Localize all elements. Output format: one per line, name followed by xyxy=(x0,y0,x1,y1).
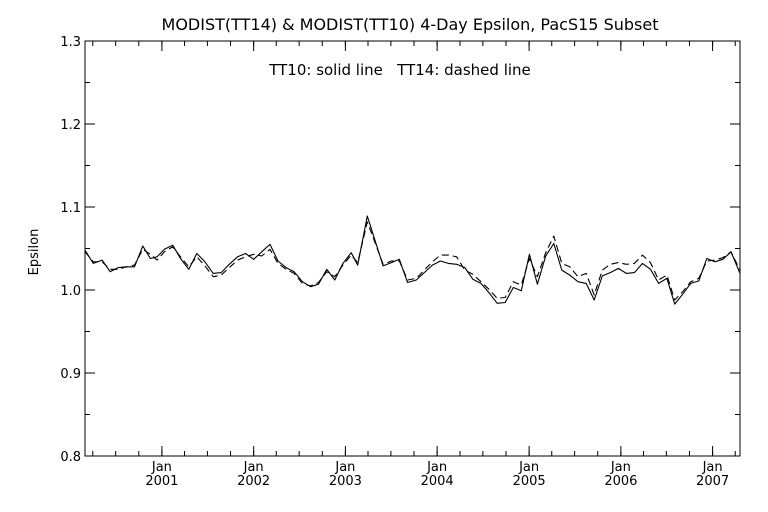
y-axis-label: Epsilon xyxy=(27,229,42,276)
y-tick-label: 1.0 xyxy=(60,284,81,299)
y-tick-label: 1.1 xyxy=(60,201,81,216)
x-tick-month: Jan xyxy=(518,460,539,475)
y-tick-label: 1.2 xyxy=(60,118,81,133)
x-axis-ticks: Jan2001Jan2002Jan2003Jan2004Jan2005Jan20… xyxy=(92,41,736,489)
y-tick-label: 0.8 xyxy=(60,450,81,465)
data-series xyxy=(84,215,741,305)
x-tick-year: 2005 xyxy=(513,474,546,489)
series-line-dashed xyxy=(84,221,741,301)
x-tick-year: 2007 xyxy=(696,474,729,489)
x-tick-month: Jan xyxy=(243,460,264,475)
y-tick-label: 0.9 xyxy=(60,367,81,382)
x-tick-month: Jan xyxy=(151,460,172,475)
x-tick-month: Jan xyxy=(610,460,631,475)
x-tick-year: 2004 xyxy=(421,474,454,489)
x-tick-month: Jan xyxy=(702,460,723,475)
x-tick-year: 2001 xyxy=(145,474,178,489)
x-tick-month: Jan xyxy=(334,460,355,475)
plot-frame xyxy=(84,40,741,457)
x-tick-year: 2003 xyxy=(329,474,362,489)
line-style-annotation: TT10: solid line TT14: dashed line xyxy=(268,61,531,79)
x-tick-year: 2006 xyxy=(604,474,637,489)
x-tick-month: Jan xyxy=(426,460,447,475)
y-tick-label: 1.3 xyxy=(60,35,81,50)
x-tick-year: 2002 xyxy=(237,474,270,489)
series-line-solid xyxy=(84,215,741,305)
y-axis-ticks: 0.8 0.9 1.0 1.1 1.2 1.3 xyxy=(60,35,740,465)
chart-title: MODIST(TT14) & MODIST(TT10) 4-Day Epsilo… xyxy=(162,15,659,34)
